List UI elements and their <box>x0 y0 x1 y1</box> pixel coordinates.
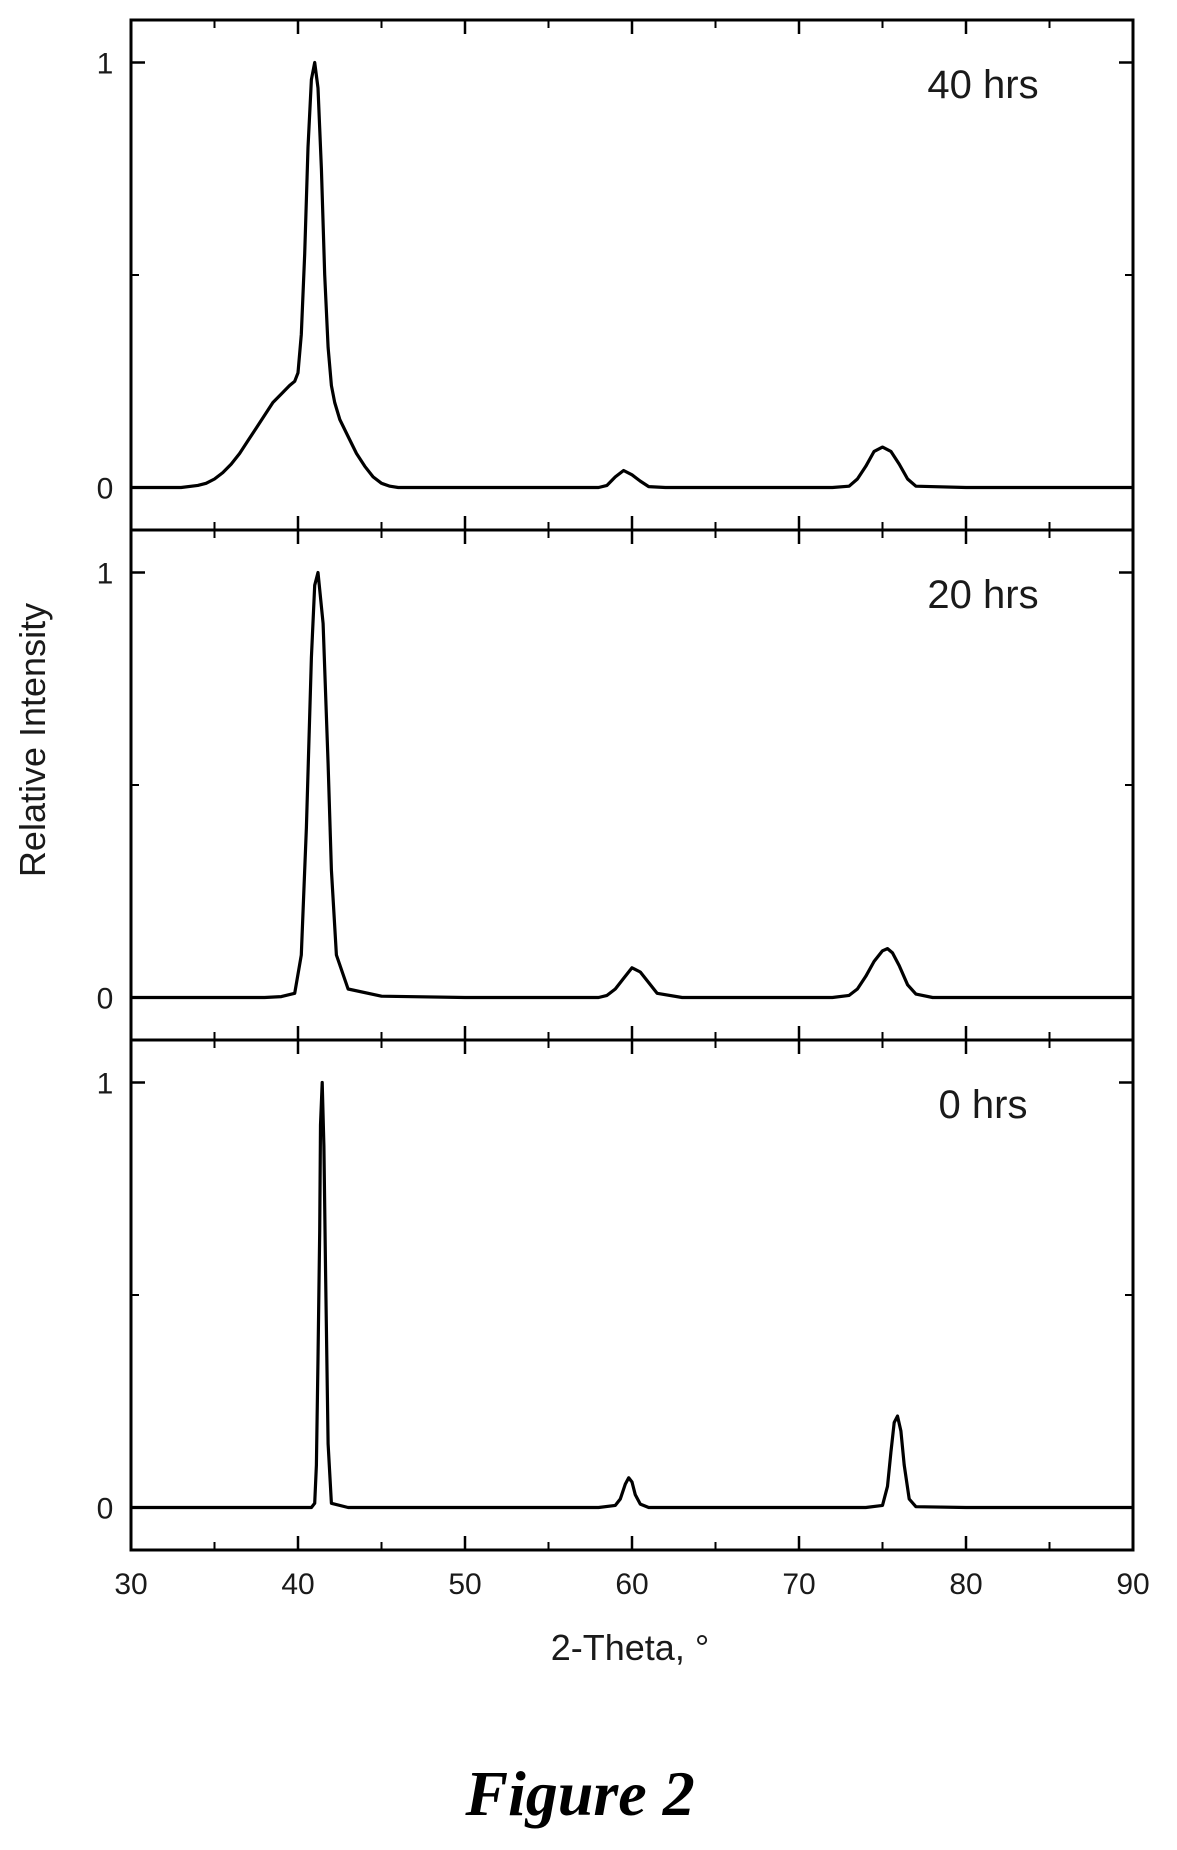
x-tick-label: 70 <box>782 1568 815 1601</box>
y-tick-label: 1 <box>97 558 114 591</box>
x-tick-label: 50 <box>448 1568 481 1601</box>
x-tick-label: 60 <box>615 1568 648 1601</box>
series-line <box>131 570 1133 1000</box>
panel-label: 0 hrs <box>939 1083 1028 1127</box>
series-line <box>131 1080 1133 1510</box>
panels-group: 0 1 40 hrs 0 1 20 hrs 0 1 0 hrs 30 40 50 60 70 80 90 <box>97 18 1150 1601</box>
panel-label: 40 hrs <box>927 63 1038 107</box>
x-tick-label: 30 <box>114 1568 147 1601</box>
x-tick-label: 90 <box>1116 1568 1149 1601</box>
x-tick-label: 40 <box>281 1568 314 1601</box>
panel-1: 0 1 40 hrs <box>97 18 1135 532</box>
panel-label: 20 hrs <box>927 573 1038 617</box>
series-line <box>131 60 1133 490</box>
x-tick-label: 80 <box>949 1568 982 1601</box>
y-tick-label: 1 <box>97 1068 114 1101</box>
y-tick-label: 0 <box>97 473 114 506</box>
y-tick-label: 0 <box>97 983 114 1016</box>
x-axis-title: 2-Theta, ° <box>551 1627 709 1668</box>
y-tick-label: 0 <box>97 1493 114 1526</box>
y-tick-label: 1 <box>97 48 114 81</box>
y-axis-title: Relative Intensity <box>12 603 53 877</box>
figure-caption: Figure 2 <box>464 1758 694 1829</box>
panel-3: 0 1 0 hrs <box>97 1038 1135 1552</box>
panel-2: 0 1 20 hrs <box>97 528 1135 1042</box>
